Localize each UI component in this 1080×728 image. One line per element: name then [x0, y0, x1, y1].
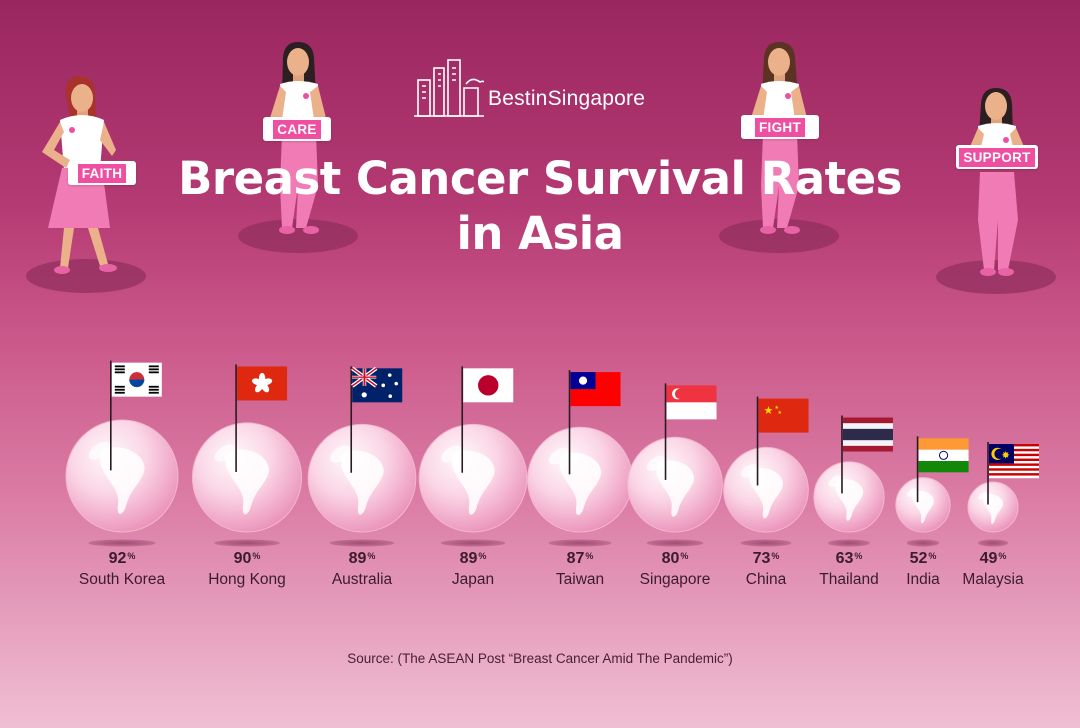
globe-shadow [827, 539, 871, 547]
globe-australia [307, 366, 417, 547]
sign-fight: FIGHT [741, 115, 819, 139]
globe-highlight [828, 475, 842, 487]
country-label: Malaysia [962, 571, 1024, 588]
country-label: Thailand [819, 571, 879, 588]
globe-highlight [646, 455, 666, 471]
value-label: 92% [108, 550, 136, 567]
globe-highlight [906, 488, 918, 497]
stat-taiwan: 87% Taiwan [515, 550, 645, 590]
stat-singapore: 80% Singapore [610, 550, 740, 590]
globe-highlight [214, 444, 236, 462]
globe-highlight [88, 441, 111, 460]
svg-text:★: ★ [775, 405, 780, 411]
globe-highlight [740, 463, 758, 478]
flag-taiwan-icon [570, 372, 621, 407]
value-label: 52% [909, 550, 937, 567]
sign-support: SUPPORT [956, 145, 1038, 169]
globe-highlight [441, 445, 462, 463]
woman-fight-illustration [719, 42, 839, 253]
stat-australia: 89% Australia [297, 550, 427, 590]
stat-india: 52% India [858, 550, 988, 590]
sign-faith-label: FAITH [77, 163, 127, 183]
globe-singapore [627, 383, 723, 547]
flag-thailand-icon [842, 417, 893, 452]
globe-shadow [88, 539, 156, 547]
value-label: 73% [752, 550, 780, 567]
value-label: 87% [566, 550, 594, 567]
globe-highlight [330, 445, 351, 463]
flag-singapore-icon [666, 385, 717, 420]
globe-shadow [906, 539, 940, 547]
globe-shadow [440, 539, 506, 547]
flag-malaysia-icon: ✸ [989, 444, 1039, 479]
globe-shadow [978, 539, 1008, 547]
survival-rate-globes: ★ ★★✸ [65, 360, 1039, 547]
brand-name: BestinSingapore [488, 87, 646, 110]
country-label: Australia [331, 571, 393, 588]
brand-logo: BestinSingapore [414, 58, 674, 120]
woman-care-shadow [238, 219, 358, 253]
country-label: Taiwan [555, 571, 605, 588]
chart-title-line-1: Breast Cancer Survival Rates [178, 152, 902, 205]
globe-malaysia: ✸ [967, 442, 1039, 547]
svg-text:✸: ✸ [1002, 450, 1010, 461]
value-label: 89% [459, 550, 487, 567]
woman-faith-shadow [26, 259, 146, 293]
globe-highlight [548, 447, 570, 465]
value-label: 63% [835, 550, 863, 567]
value-label: 80% [661, 550, 689, 567]
globe-south-korea [65, 360, 179, 547]
globe-india [895, 436, 969, 547]
svg-text:★: ★ [778, 410, 783, 416]
sign-support-label: SUPPORT [959, 147, 1035, 167]
sign-faith: FAITH [68, 161, 136, 185]
country-label: Japan [451, 571, 495, 588]
city-skyline-icon [414, 59, 484, 117]
value-label: 90% [233, 550, 261, 567]
value-label: 49% [979, 550, 1007, 567]
chart-title-line-2: in Asia [456, 207, 624, 260]
flag-india-icon [918, 438, 969, 473]
globe-highlight [978, 491, 988, 500]
globe-japan [418, 366, 528, 547]
country-label: India [906, 571, 940, 588]
woman-care-illustration [238, 42, 358, 253]
globe-thailand [813, 415, 893, 547]
globe-shadow [740, 539, 792, 547]
woman-fight-shadow [719, 219, 839, 253]
country-label: South Korea [78, 571, 166, 588]
globe-china: ★ ★★ [723, 396, 809, 547]
country-label: Singapore [639, 571, 711, 588]
stat-malaysia: 49% Malaysia [928, 550, 1058, 590]
stat-china: 73% China [701, 550, 831, 590]
stat-thailand: 63% Thailand [784, 550, 914, 590]
globe-hong-kong [191, 364, 303, 547]
flag-australia-icon [351, 366, 403, 403]
source-note: Source: (The ASEAN Post “Breast Cancer A… [347, 651, 733, 666]
flag-hong-kong-icon [237, 366, 288, 401]
sign-care: CARE [263, 117, 331, 141]
globe-shadow [548, 539, 612, 547]
country-label: Hong Kong [208, 571, 286, 588]
sign-fight-label: FIGHT [755, 117, 805, 137]
globe-taiwan [527, 370, 633, 547]
globe-shadow [646, 539, 704, 547]
flag-south-korea-icon [111, 362, 162, 397]
woman-support-shadow [936, 260, 1056, 294]
stat-japan: 89% Japan [408, 550, 538, 590]
country-label: China [745, 571, 787, 588]
flag-japan-icon [463, 368, 514, 403]
globe-shadow [214, 539, 280, 547]
svg-text:★: ★ [764, 404, 774, 417]
sign-care-label: CARE [273, 119, 321, 139]
stat-south-korea: 92% South Korea [57, 550, 187, 590]
value-label: 89% [348, 550, 376, 567]
globe-shadow [329, 539, 395, 547]
stat-hong-kong: 90% Hong Kong [182, 550, 312, 590]
flag-china-icon: ★ ★★ [758, 398, 809, 433]
